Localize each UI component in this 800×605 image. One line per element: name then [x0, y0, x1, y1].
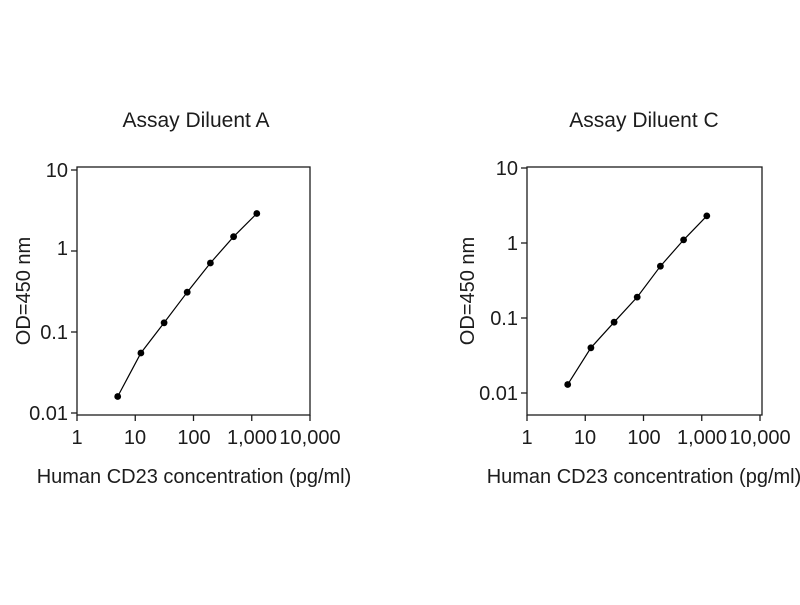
- x-tick-label: 1: [521, 427, 532, 449]
- x-tick-label: 10: [124, 427, 146, 449]
- y-axis-title: OD=450 nm: [13, 237, 35, 345]
- data-point-marker: [657, 262, 664, 270]
- data-point-marker: [114, 393, 122, 400]
- x-tick-labels: 1 10 100 1,000 10,000: [71, 427, 340, 449]
- x-tick-label: 1,000: [677, 427, 727, 449]
- data-point-marker: [610, 318, 618, 326]
- data-point-marker: [137, 349, 145, 357]
- y-tick-label: 0.1: [40, 322, 68, 344]
- plot-area-c: [521, 166, 763, 421]
- data-point-marker: [633, 293, 641, 301]
- x-axis-title: Human CD23 concentration (pg/ml): [37, 466, 352, 488]
- chart-title: Assay Diluent C: [569, 109, 718, 132]
- data-point-marker: [230, 233, 238, 241]
- x-axis-title: Human CD23 concentration (pg/ml): [487, 466, 800, 488]
- data-point-marker: [587, 344, 595, 352]
- y-tick-labels: 0.01 0.1 1 10: [479, 158, 518, 405]
- data-point-marker: [564, 381, 572, 388]
- series-line: [117, 213, 258, 397]
- data-point-marker: [253, 210, 261, 217]
- x-tick-label: 100: [177, 427, 210, 449]
- y-tick-label: 0.01: [479, 383, 518, 405]
- y-tick-label: 1: [507, 233, 518, 255]
- data-point-marker: [207, 259, 214, 267]
- data-point-marker: [703, 212, 711, 220]
- chart-assay-diluent-c: Assay Diluent C Human CD23 concentration…: [457, 109, 800, 488]
- data-point-marker: [680, 236, 687, 244]
- y-axis-title: OD=450 nm: [457, 237, 479, 345]
- y-tick-label: 1: [57, 238, 68, 260]
- x-tick-labels: 1 10 100 1,000 10,000: [521, 427, 790, 449]
- y-tick-label: 0.1: [490, 308, 518, 330]
- plot-frame: [76, 166, 311, 416]
- x-tick-label: 1: [71, 427, 82, 449]
- y-tick-labels: 0.01 0.1 1 10: [29, 160, 68, 425]
- chart-assay-diluent-a: Assay Diluent A Human CD23 concentration…: [13, 109, 351, 488]
- y-tick-label: 10: [496, 158, 518, 180]
- plot-frame: [526, 166, 763, 416]
- x-tick-label: 10: [574, 427, 596, 449]
- data-point-marker: [183, 288, 191, 296]
- x-tick-label: 10,000: [729, 427, 790, 449]
- plot-area-a: [71, 166, 311, 421]
- x-tick-label: 1,000: [227, 427, 277, 449]
- chart-title: Assay Diluent A: [122, 109, 269, 132]
- y-tick-label: 10: [46, 160, 68, 182]
- y-tick-label: 0.01: [29, 403, 68, 425]
- x-tick-label: 10,000: [279, 427, 340, 449]
- x-tick-label: 100: [627, 427, 660, 449]
- data-point-marker: [160, 319, 168, 327]
